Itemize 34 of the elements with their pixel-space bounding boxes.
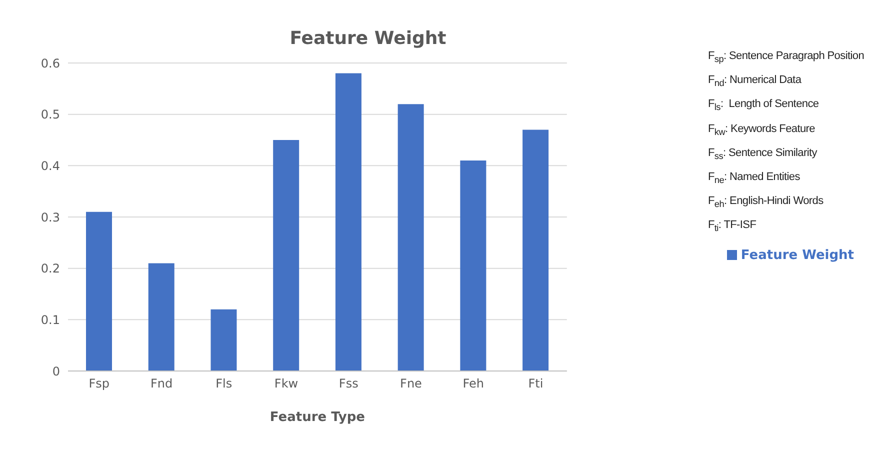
x-tick-label: Fkw: [274, 376, 298, 391]
y-tick-label: 0.3: [40, 210, 60, 224]
text: F$_{ne}$: Named Entities: [708, 170, 801, 188]
text: F$_{ls}$: Length of Sentence: [708, 97, 820, 115]
x-tick-label: Fss: [338, 376, 358, 391]
bar: [522, 130, 549, 371]
x-tick-label: Fls: [216, 376, 232, 391]
text: F$_{ti}$: TF-ISF: [708, 218, 758, 236]
text: F$_{eh}$: English-Hindi Words: [708, 194, 824, 212]
x-tick-label: Fsp: [88, 376, 110, 391]
y-tick-label: 0.6: [40, 56, 60, 70]
legend-label: Feature Weight: [740, 248, 854, 263]
text: F$_{kw}$: Keywords Feature: [708, 122, 816, 139]
bar: [460, 160, 486, 371]
text: F$_{ss}$: Sentence Similarity: [708, 146, 818, 163]
bar: [86, 212, 112, 371]
bar: [335, 73, 362, 371]
y-tick-label: 0.2: [40, 262, 60, 276]
y-tick-label: 0.4: [40, 158, 60, 173]
bar: [273, 140, 300, 371]
y-tick-label: 0.1: [40, 312, 60, 327]
text: F$_{sp}$: Sentence Paragraph Position: [708, 49, 864, 66]
chart-title: Feature Weight: [288, 28, 448, 49]
bar: [398, 104, 424, 371]
y-tick-label: 0: [52, 364, 60, 378]
x-tick-label: Fne: [400, 376, 422, 391]
x-tick-label: Fti: [528, 376, 544, 391]
x-tick-label: Fnd: [150, 376, 173, 391]
x-tick-label: Feh: [462, 376, 484, 391]
bar: [210, 309, 237, 371]
text: F$_{nd}$: Numerical Data: [708, 73, 802, 90]
y-tick-label: 0.5: [40, 108, 60, 122]
bar: [148, 263, 174, 371]
x-axis-title: Feature Type: [270, 410, 366, 425]
